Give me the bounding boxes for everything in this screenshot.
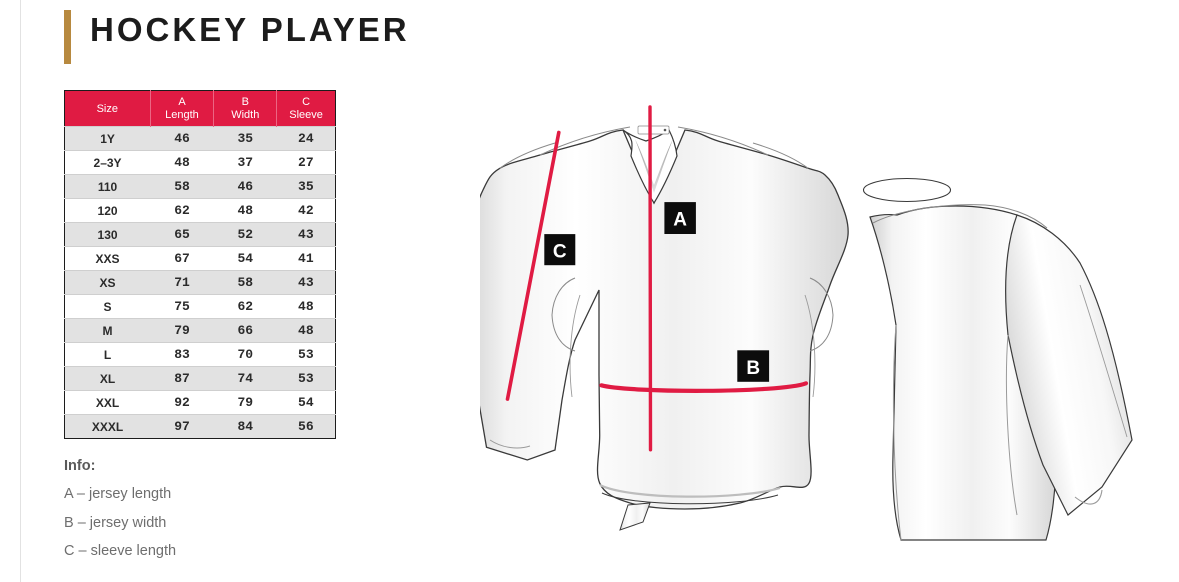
svg-text:B: B bbox=[746, 358, 760, 379]
svg-text:A: A bbox=[673, 210, 687, 231]
svg-text:C: C bbox=[553, 242, 567, 263]
